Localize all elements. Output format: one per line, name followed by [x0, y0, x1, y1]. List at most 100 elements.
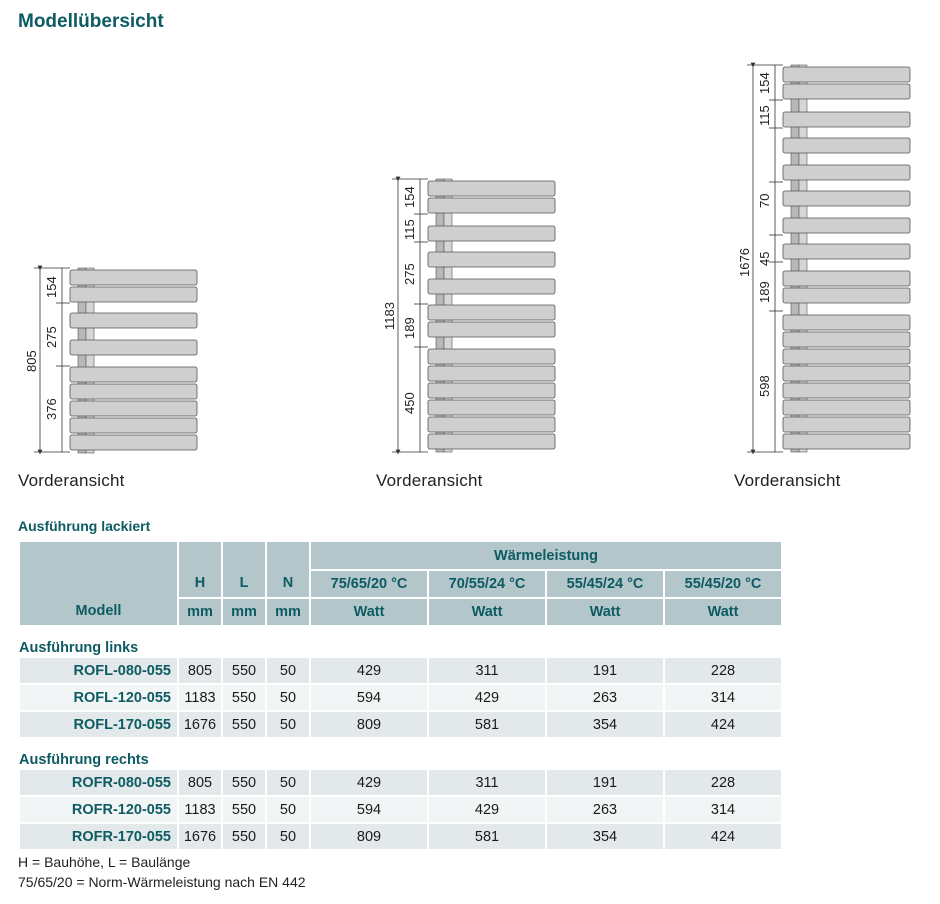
- cell-h: 1183: [177, 795, 223, 824]
- cell-watt: 594: [309, 683, 429, 712]
- footnote: 75/65/20 = Norm-Wärmeleistung nach EN 44…: [18, 874, 306, 890]
- dim-total-1183: 1183: [382, 302, 397, 330]
- dim-115: 115: [757, 105, 772, 126]
- cell-watt: 429: [427, 795, 547, 824]
- dim-189: 189: [757, 281, 772, 303]
- cell-watt: 424: [663, 822, 783, 851]
- cell-h: 1183: [177, 683, 223, 712]
- group-title: Ausführung rechts: [19, 738, 782, 769]
- dim-598: 598: [757, 375, 772, 397]
- dim-45: 45: [757, 252, 772, 266]
- cell-watt: 581: [427, 710, 547, 739]
- cell-watt: 191: [545, 768, 665, 797]
- cell-watt: 228: [663, 656, 783, 685]
- cell-watt: 314: [663, 683, 783, 712]
- cell-model: ROFR-120-055: [18, 795, 179, 824]
- cell-watt: 228: [663, 768, 783, 797]
- cell-h: 805: [177, 656, 223, 685]
- table-row: ROFR-120-055 1183 550 50 594 429 263 314: [18, 795, 783, 824]
- cell-watt: 429: [309, 656, 429, 685]
- cell-h: 805: [177, 768, 223, 797]
- cell-watt: 314: [663, 795, 783, 824]
- cell-n: 50: [265, 656, 311, 685]
- table-row: ROFL-170-055 1676 550 50 809 581 354 424: [18, 710, 783, 739]
- dim-70: 70: [757, 194, 772, 208]
- cell-model: ROFL-170-055: [18, 710, 179, 739]
- table-row: ROFR-080-055 805 550 50 429 311 191 228: [18, 768, 783, 797]
- header-l: L: [221, 540, 267, 599]
- cell-watt: 594: [309, 795, 429, 824]
- dim-154: 154: [402, 186, 417, 208]
- cell-n: 50: [265, 795, 311, 824]
- table-row: ROFL-120-055 1183 550 50 594 429 263 314: [18, 683, 783, 712]
- header-watt: Watt: [545, 597, 665, 627]
- cell-watt: 809: [309, 822, 429, 851]
- header-unit: mm: [177, 597, 223, 627]
- header-temp: 55/45/20 °C: [663, 569, 783, 599]
- cell-h: 1676: [177, 822, 223, 851]
- radiator-drawing-805: 805 154 275 376: [24, 265, 198, 455]
- dim-total-1676: 1676: [737, 248, 752, 277]
- dim-275: 275: [44, 326, 59, 348]
- caption-front-view: Vorderansicht: [18, 471, 125, 490]
- cell-watt: 429: [427, 683, 547, 712]
- header-temp: 75/65/20 °C: [309, 569, 429, 599]
- cell-watt: 311: [427, 656, 547, 685]
- cell-l: 550: [221, 710, 267, 739]
- header-h: H: [177, 540, 223, 599]
- cell-l: 550: [221, 683, 267, 712]
- cell-l: 550: [221, 656, 267, 685]
- header-unit: mm: [265, 597, 311, 627]
- caption-front-view: Vorderansicht: [734, 471, 841, 490]
- dim-450: 450: [402, 392, 417, 414]
- radiator-drawing-1183: 1183 154 115 275 189 450: [382, 176, 556, 455]
- dim-total-805: 805: [24, 350, 39, 372]
- cell-watt: 191: [545, 656, 665, 685]
- header-n: N: [265, 540, 311, 599]
- dim-115: 115: [402, 219, 417, 240]
- cell-watt: 354: [545, 822, 665, 851]
- dim-154: 154: [757, 72, 772, 94]
- cell-watt: 809: [309, 710, 429, 739]
- spec-table: Modell H L N Wärmeleistung 75/65/20 °C 7…: [18, 540, 783, 851]
- cell-model: ROFR-080-055: [18, 768, 179, 797]
- cell-watt: 424: [663, 710, 783, 739]
- cell-n: 50: [265, 710, 311, 739]
- cell-model: ROFL-120-055: [18, 683, 179, 712]
- dim-189: 189: [402, 317, 417, 339]
- section-title: Ausführung lackiert: [18, 518, 151, 534]
- header-watt: Watt: [427, 597, 547, 627]
- cell-watt: 311: [427, 768, 547, 797]
- header-watt: Watt: [309, 597, 429, 627]
- cell-watt: 354: [545, 710, 665, 739]
- caption-front-view: Vorderansicht: [376, 471, 483, 490]
- cell-watt: 263: [545, 683, 665, 712]
- footnote: H = Bauhöhe, L = Baulänge: [18, 854, 191, 870]
- cell-watt: 263: [545, 795, 665, 824]
- cell-n: 50: [265, 683, 311, 712]
- table-row: ROFR-170-055 1676 550 50 809 581 354 424: [18, 822, 783, 851]
- dim-154: 154: [44, 276, 59, 298]
- table-row: ROFL-080-055 805 550 50 429 311 191 228: [18, 656, 783, 685]
- cell-l: 550: [221, 822, 267, 851]
- cell-l: 550: [221, 768, 267, 797]
- radiator-drawings: 805 154 275 376: [24, 62, 911, 455]
- dim-376: 376: [44, 398, 59, 420]
- cell-watt: 581: [427, 822, 547, 851]
- header-model: Modell: [18, 540, 179, 627]
- header-temp: 70/55/24 °C: [427, 569, 547, 599]
- dim-275: 275: [402, 263, 417, 285]
- header-temp: 55/45/24 °C: [545, 569, 665, 599]
- cell-model: ROFR-170-055: [18, 822, 179, 851]
- cell-watt: 429: [309, 768, 429, 797]
- cell-h: 1676: [177, 710, 223, 739]
- header-unit: mm: [221, 597, 267, 627]
- cell-model: ROFL-080-055: [18, 656, 179, 685]
- radiator-drawing-1676: 1676 154 115 70 45 189 598: [737, 62, 911, 455]
- header-heat-output: Wärmeleistung: [309, 540, 783, 571]
- group-title: Ausführung links: [19, 626, 782, 657]
- cell-l: 550: [221, 795, 267, 824]
- cell-n: 50: [265, 768, 311, 797]
- page-title: Modellübersicht: [18, 11, 164, 32]
- cell-n: 50: [265, 822, 311, 851]
